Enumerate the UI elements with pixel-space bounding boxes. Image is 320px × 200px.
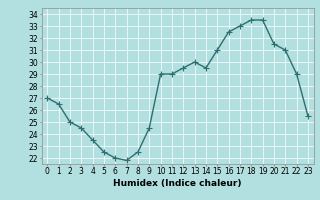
X-axis label: Humidex (Indice chaleur): Humidex (Indice chaleur) — [113, 179, 242, 188]
